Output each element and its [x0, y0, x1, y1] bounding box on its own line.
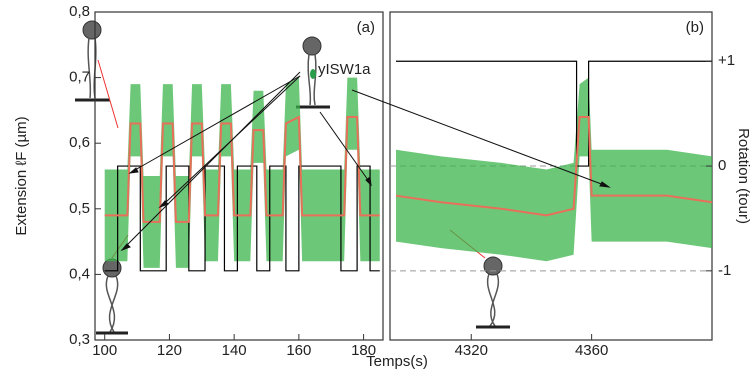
- data-cloud: [104, 77, 380, 268]
- arrows: [120, 71, 611, 252]
- x-tick-label: 160: [286, 342, 311, 359]
- rotation-line: [104, 165, 380, 272]
- y-tick-label: 0,4: [69, 265, 90, 282]
- y2-tick-label: 0: [718, 157, 726, 174]
- rotation-line: [396, 60, 712, 167]
- plot-frame: [94, 11, 384, 341]
- x-tick-label: 140: [222, 342, 247, 359]
- x-axis-label: Temps(s): [366, 353, 428, 370]
- y-tick-label: 0,3: [69, 331, 90, 348]
- data-cloud: [396, 77, 712, 262]
- x-tick-label: 100: [92, 342, 117, 359]
- y-axis-label: Extension ℓF (µm): [13, 116, 30, 235]
- x-tick-label: 4320: [455, 342, 488, 359]
- panel-label: (a): [357, 19, 375, 36]
- y-tick-label: 0,5: [69, 200, 90, 217]
- x-tick-label: 4360: [575, 342, 608, 359]
- annotation: yISW1a: [318, 61, 371, 78]
- y-tick-label: 0,6: [69, 134, 90, 151]
- y2-tick-label: +1: [718, 52, 735, 69]
- y-tick-label: 0,7: [69, 69, 90, 86]
- panel-label: (b): [686, 19, 704, 36]
- y2-tick-label: -1: [718, 262, 731, 279]
- y2-axis-label: Rotation (tour): [735, 128, 752, 224]
- extension-line: [395, 115, 713, 217]
- y-tick-label: 0,8: [69, 3, 90, 20]
- extension-line: [104, 115, 380, 223]
- x-tick-label: 120: [157, 342, 182, 359]
- x-tick-label: 180: [351, 342, 376, 359]
